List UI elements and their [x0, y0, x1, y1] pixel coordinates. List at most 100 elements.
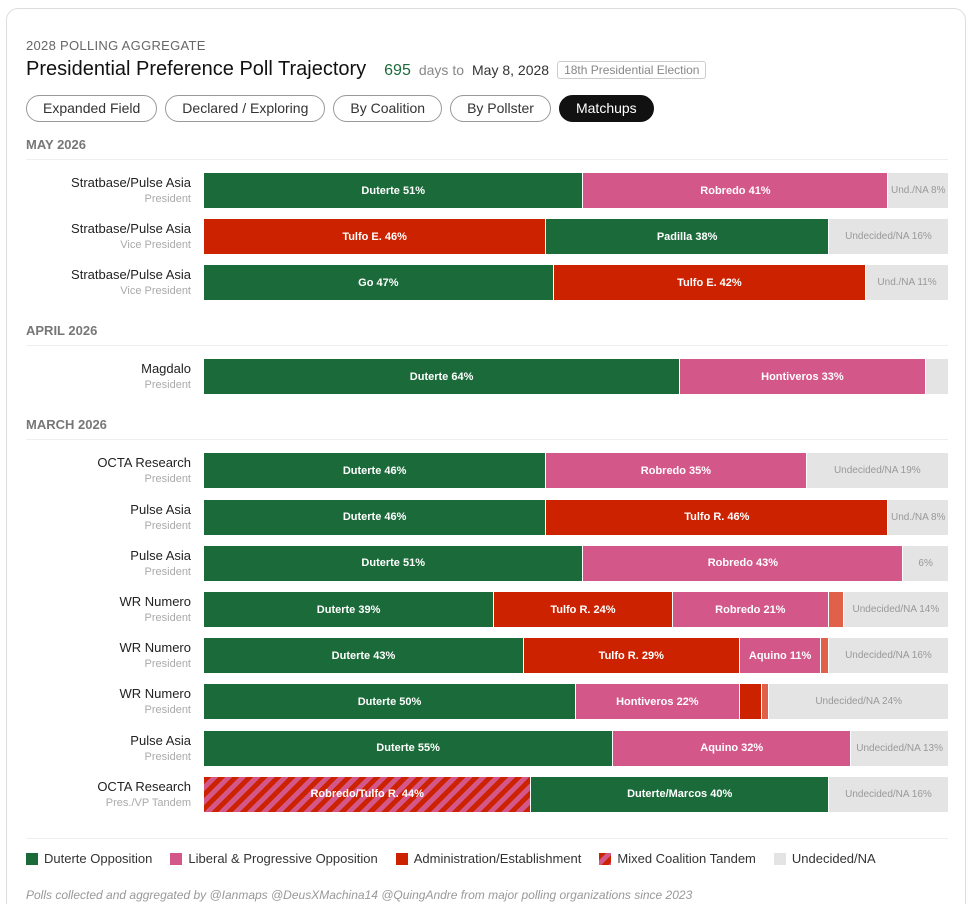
stacked-bar: Robredo/Tulfo R. 44% Duterte/Marcos 40% Un…	[204, 776, 948, 812]
legend-label: Undecided/NA	[791, 851, 876, 866]
pollster: Stratbase/Pulse Asia	[71, 221, 191, 237]
stacked-bar: Duterte 46% Robredo 35% Undecided/NA 19%	[204, 453, 948, 489]
segment-label: Und./NA 8%	[890, 185, 946, 196]
stacked-bar: Duterte 43% Tulfo R. 29% Aquino 11% Undecid…	[204, 638, 948, 674]
segment-label: Undecided/NA 24%	[815, 696, 903, 708]
legend-label: Mixed Coalition Tandem	[617, 851, 756, 866]
bar-segment	[828, 592, 844, 627]
segment-label: Undecided/NA 14%	[852, 604, 940, 615]
tab[interactable]: By Pollster	[450, 95, 551, 122]
bar-segment: 6%	[903, 545, 948, 581]
stacked-bar: Duterte 64% Hontiveros 33%	[204, 359, 948, 395]
group-header: MAY 2026	[26, 137, 948, 160]
bar-segment: Aquino 32%	[613, 730, 852, 766]
segment-label: Robredo 43%	[707, 557, 779, 570]
stacked-bar: Duterte 51% Robredo 43% 6%	[204, 545, 948, 581]
segment-label: Duterte 50%	[357, 695, 422, 708]
legend-item: Mixed Coalition Tandem	[599, 851, 756, 866]
legend-label: Duterte Opposition	[44, 851, 153, 866]
office: President	[144, 519, 191, 532]
segment-label: Duterte 51%	[361, 184, 425, 197]
bar-segment: Duterte/Marcos 40%	[531, 776, 829, 812]
segment-label: Hontiveros 33%	[761, 370, 844, 383]
segment-label: Padilla 38%	[656, 230, 718, 243]
segment-label: Aquino 11%	[748, 649, 812, 662]
legend-label: Liberal & Progressive Opposition	[188, 851, 378, 866]
segment-label: Robredo 35%	[640, 464, 712, 477]
bar-segment: Duterte 46%	[204, 499, 547, 535]
bar-segment: Und./NA 8%	[888, 499, 948, 535]
bar-segment: Und./NA 11%	[866, 265, 948, 301]
footer: Polls collected and aggregated by @Ianma…	[26, 888, 693, 902]
bar-segment: Undecided/NA 13%	[851, 730, 948, 766]
office: President	[144, 379, 191, 392]
bar-segment: Duterte 46%	[204, 453, 547, 489]
office: Pres./VP Tandem	[105, 796, 191, 809]
badge: 18th Presidential Election	[557, 61, 707, 79]
bar-segment: Go 47%	[204, 265, 554, 301]
stacked-bar: Go 47% Tulfo E. 42% Und./NA 11%	[204, 265, 948, 301]
segment-label: Duterte 55%	[376, 742, 440, 755]
legend-item: Liberal & Progressive Opposition	[170, 851, 378, 866]
segment-label: Robredo 21%	[715, 603, 786, 616]
pollster: WR Numero	[119, 594, 191, 609]
countdown-label: days to	[418, 62, 464, 78]
bar-segment: Undecided/NA 19%	[806, 453, 948, 489]
pollster: WR Numero	[119, 686, 191, 702]
tab[interactable]: Expanded Field	[26, 95, 158, 122]
segment-label: Und./NA 11%	[877, 277, 937, 289]
segment-label: Duterte 46%	[342, 464, 407, 477]
segment-label: Duterte 51%	[361, 557, 425, 570]
bar-segment: Duterte 51%	[204, 173, 584, 208]
countdown: 695	[384, 62, 411, 79]
bar-segment: Tulfo E. 42%	[553, 265, 867, 301]
bar-segment: Tulfo E. 46%	[204, 219, 547, 255]
bar-segment: Hontiveros 22%	[576, 684, 740, 720]
bar-segment: Robredo 43%	[583, 545, 904, 581]
office: President	[144, 658, 191, 671]
legend-swatch	[26, 852, 38, 865]
pollster: Magdalo	[141, 361, 191, 377]
bar-segment: Robredo 21%	[672, 592, 829, 627]
bar-segment: Undecided/NA 16%	[828, 638, 948, 674]
pollster: Stratbase/Pulse Asia	[71, 175, 191, 190]
stacked-bar: Duterte 46% Tulfo R. 46% Und./NA 8%	[204, 499, 948, 535]
tab[interactable]: Matchups	[558, 95, 654, 122]
bar-segment	[761, 684, 770, 720]
segment-label: Tulfo E. 46%	[342, 230, 407, 243]
pollster: OCTA Research	[97, 778, 191, 794]
segment-label: Tulfo E. 42%	[677, 276, 742, 289]
office: President	[144, 565, 191, 578]
pollster: Stratbase/Pulse Asia	[71, 267, 191, 283]
bar-segment: Tulfo R. 46%	[546, 499, 889, 535]
bar-segment: Tulfo R. 24%	[494, 592, 673, 627]
tab[interactable]: By Coalition	[333, 95, 443, 122]
segment-label: Und./NA 8%	[890, 511, 946, 523]
bar-segment: Aquino 11%	[739, 638, 822, 674]
date: May 8, 2028	[472, 62, 550, 78]
bar-segment: Duterte 50%	[204, 684, 576, 720]
bar-segment: Hontiveros 33%	[680, 359, 926, 395]
bar-segment: Robredo/Tulfo R. 44%	[204, 776, 532, 812]
bar-segment	[821, 638, 829, 674]
bar-segment: Undecided/NA 24%	[769, 684, 948, 720]
bar-segment: Duterte 64%	[204, 359, 681, 395]
segment-label: Undecided/NA 16%	[845, 788, 932, 800]
segment-label: Undecided/NA 16%	[845, 231, 932, 243]
bar-segment: Duterte 51%	[204, 545, 584, 581]
office: Vice President	[120, 285, 191, 298]
stacked-bar: Duterte 39% Tulfo R. 24% Robredo 21% Undeci…	[204, 592, 948, 627]
legend-item: Undecided/NA	[773, 851, 876, 866]
group-header: MARCH 2026	[26, 417, 948, 441]
stacked-bar: Tulfo E. 46% Padilla 38% Undecided/NA 16%	[204, 219, 948, 255]
segment-label: Tulfo R. 29%	[598, 649, 664, 662]
office: President	[144, 473, 191, 486]
stacked-bar: Duterte 50% Hontiveros 22% Undecided/NA 24…	[204, 684, 948, 720]
pollster: WR Numero	[119, 640, 191, 656]
bar-segment: Tulfo R. 29%	[523, 638, 740, 674]
segment-label: Go 47%	[358, 276, 399, 289]
tab[interactable]: Declared / Exploring	[165, 95, 326, 122]
bar-segment: Undecided/NA 16%	[828, 219, 948, 255]
legend-label: Administration/Establishment	[413, 851, 582, 866]
